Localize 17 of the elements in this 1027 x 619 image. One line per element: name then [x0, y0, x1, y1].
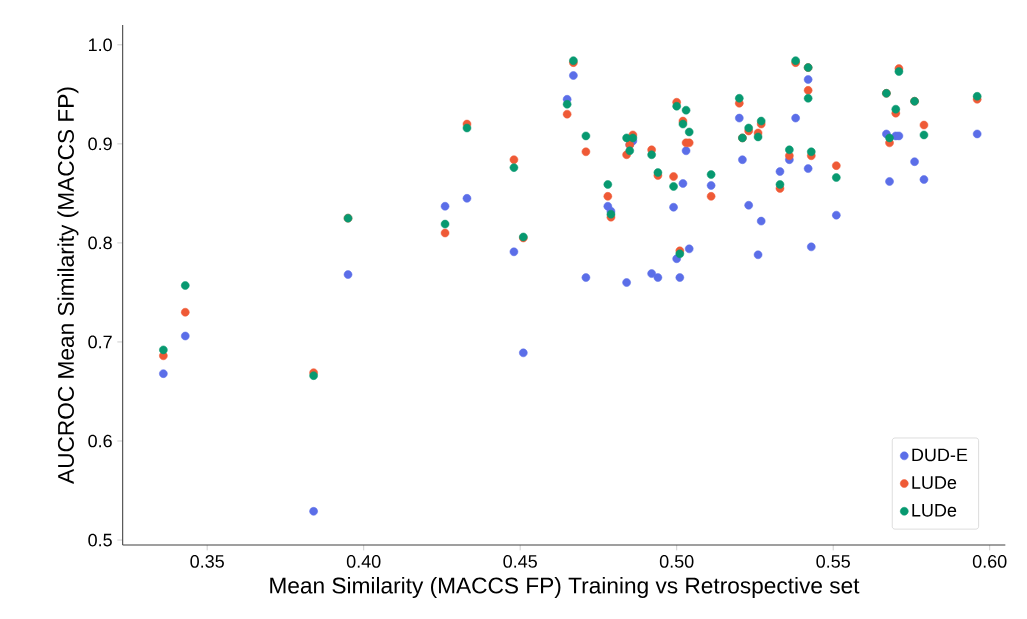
- x-tick-label: 0.60: [972, 555, 1007, 568]
- x-tick-label: 0.35: [190, 555, 224, 568]
- x-tick-label: 0.55: [816, 555, 850, 568]
- x-tick-label: 0.40: [346, 555, 381, 568]
- x-tick-label: 0.50: [659, 555, 694, 568]
- legend-label: LUDe: [912, 504, 957, 517]
- x-axis-title: Mean Similarity (MACCS FP) Training vs Retrospective set: [270, 576, 860, 599]
- y-axis-title: AUCROC Mean Similarity (MACCS FP): [57, 87, 79, 484]
- y-tick-label: 0.5: [88, 533, 112, 547]
- legend-label: DUD-E: [912, 448, 968, 462]
- y-tick-label: 1.0: [88, 38, 112, 52]
- y-tick-label: 0.7: [88, 335, 112, 349]
- legend-label: LUDe: [912, 476, 957, 489]
- y-tick-label: 0.8: [88, 236, 112, 250]
- y-tick-label: 0.6: [88, 434, 112, 448]
- x-tick-label: 0.45: [503, 555, 537, 568]
- y-tick-label: 0.9: [88, 137, 112, 151]
